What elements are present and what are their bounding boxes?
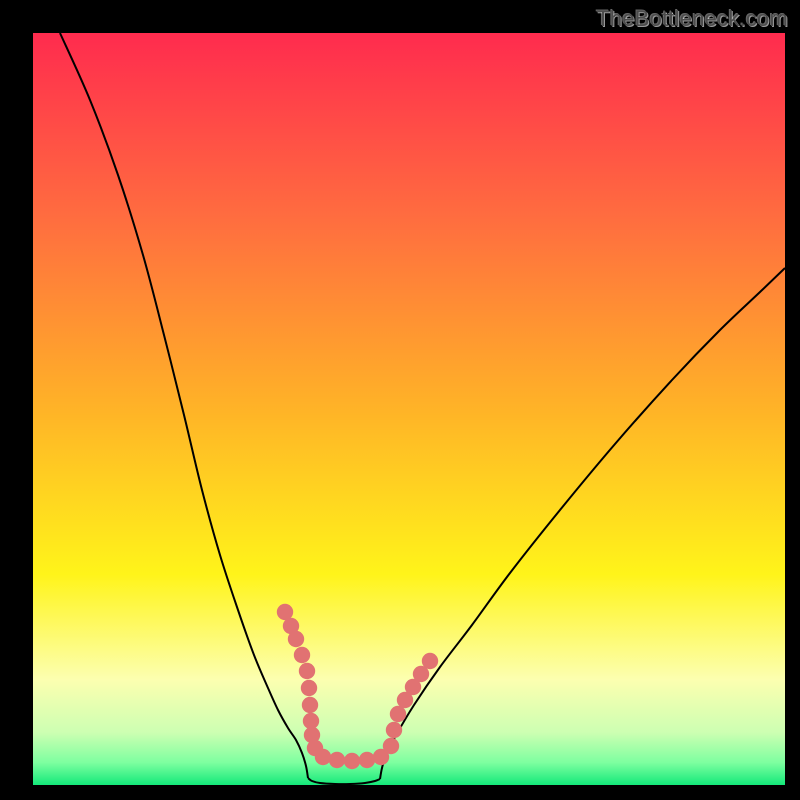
beads-group — [277, 604, 438, 769]
bead-marker — [422, 653, 438, 669]
bead-marker — [301, 680, 317, 696]
bead-marker — [302, 697, 318, 713]
bead-marker — [359, 752, 375, 768]
bead-marker — [288, 631, 304, 647]
bead-marker — [386, 722, 402, 738]
bead-marker — [299, 663, 315, 679]
bead-marker — [277, 604, 293, 620]
bead-marker — [315, 749, 331, 765]
bead-marker — [390, 706, 406, 722]
curve-flat — [308, 778, 380, 784]
bead-marker — [303, 713, 319, 729]
bead-marker — [344, 753, 360, 769]
curve-left — [60, 33, 308, 778]
bead-marker — [294, 647, 310, 663]
chart-frame: TheBottleneck.com — [0, 0, 800, 800]
bead-marker — [329, 752, 345, 768]
curve-right — [380, 268, 785, 779]
bead-marker — [383, 738, 399, 754]
bottleneck-curve-chart — [0, 0, 800, 800]
